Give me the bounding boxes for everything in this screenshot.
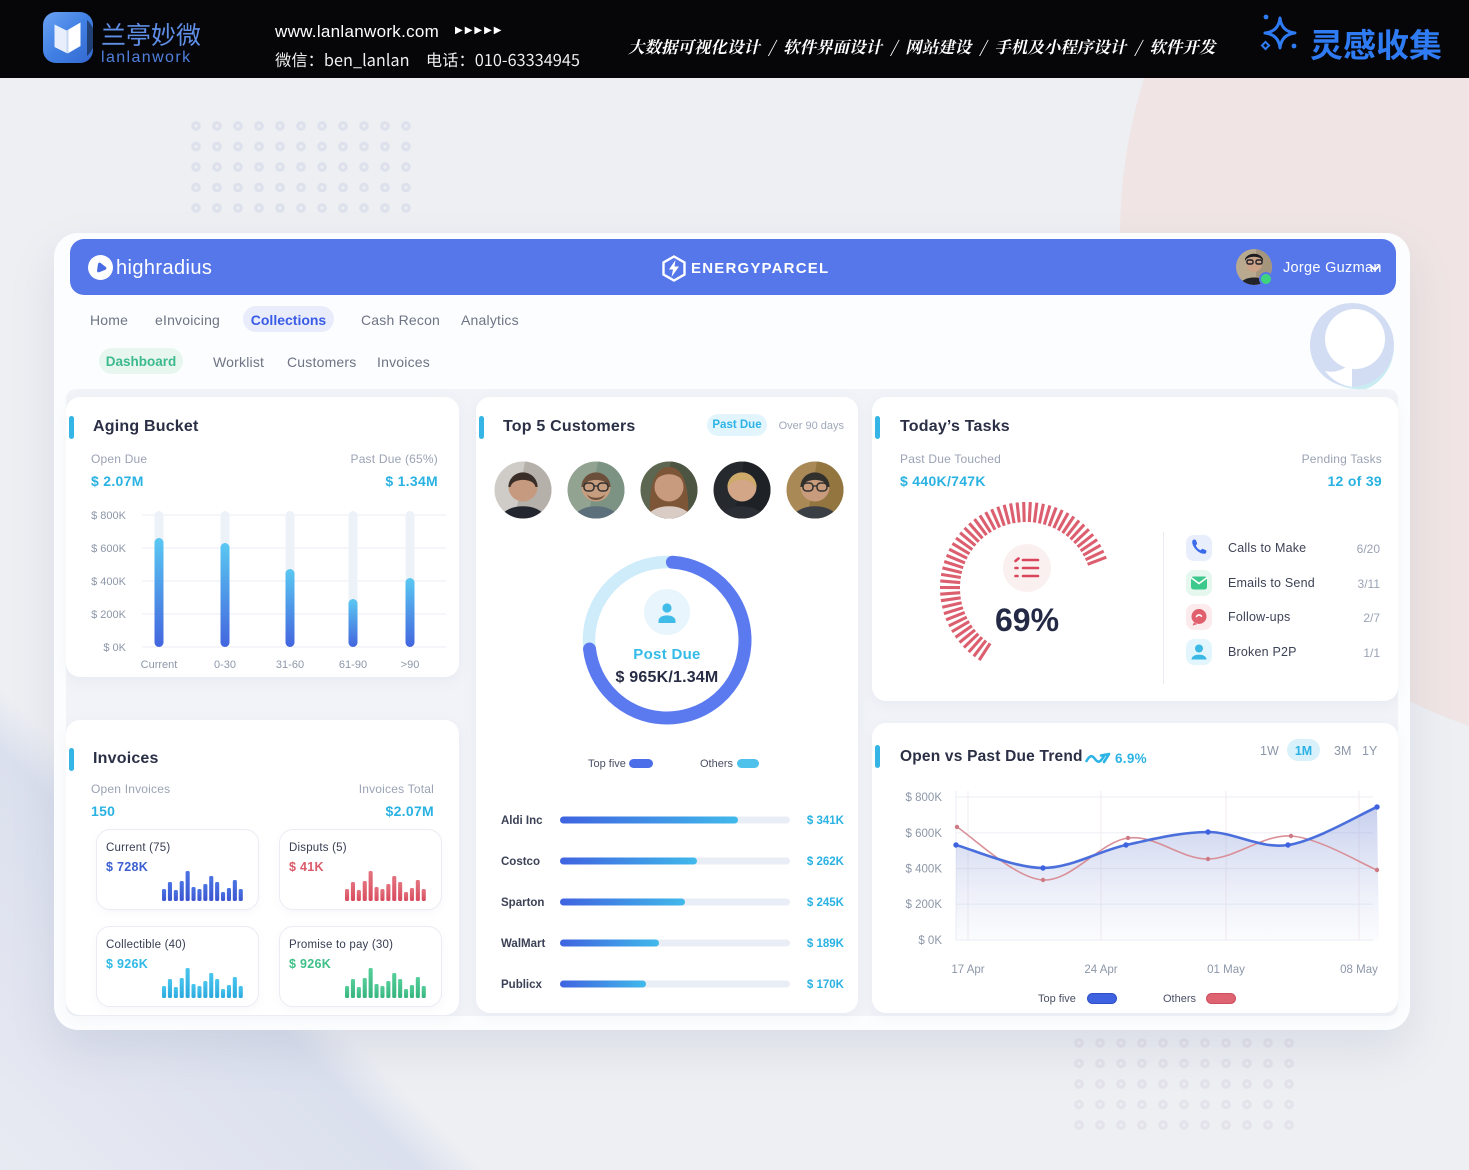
svg-text:Current: Current xyxy=(141,659,178,671)
svg-text:08 May: 08 May xyxy=(1340,964,1378,976)
svg-text:$ 245K: $ 245K xyxy=(807,897,845,909)
svg-text:$ 0K: $ 0K xyxy=(103,642,126,654)
svg-text:WalMart: WalMart xyxy=(501,938,545,950)
svg-text:$ 600K: $ 600K xyxy=(91,543,127,555)
svg-text:$ 200K: $ 200K xyxy=(906,899,943,911)
svg-text:Publicx: Publicx xyxy=(501,979,543,991)
svg-text:31-60: 31-60 xyxy=(276,659,304,671)
svg-text:24 Apr: 24 Apr xyxy=(1084,964,1117,976)
svg-text:$ 600K: $ 600K xyxy=(906,828,943,840)
svg-text:$ 189K: $ 189K xyxy=(807,938,845,950)
svg-text:$ 800K: $ 800K xyxy=(906,792,943,804)
svg-text:Costco: Costco xyxy=(501,856,540,868)
svg-text:$ 262K: $ 262K xyxy=(807,856,845,868)
svg-text:$ 400K: $ 400K xyxy=(906,864,943,876)
svg-text:$ 200K: $ 200K xyxy=(91,609,127,621)
svg-text:$ 170K: $ 170K xyxy=(807,979,845,991)
svg-text:$ 341K: $ 341K xyxy=(807,815,845,827)
svg-text:$ 400K: $ 400K xyxy=(91,576,127,588)
svg-text:01 May: 01 May xyxy=(1207,964,1245,976)
svg-text:17 Apr: 17 Apr xyxy=(951,964,984,976)
svg-text:Aldi Inc: Aldi Inc xyxy=(501,815,543,827)
svg-text:>90: >90 xyxy=(401,659,420,671)
svg-text:$ 0K: $ 0K xyxy=(918,935,942,947)
svg-text:61-90: 61-90 xyxy=(339,659,367,671)
svg-text:0-30: 0-30 xyxy=(214,659,236,671)
svg-text:$ 800K: $ 800K xyxy=(91,510,127,522)
svg-text:Sparton: Sparton xyxy=(501,897,544,909)
